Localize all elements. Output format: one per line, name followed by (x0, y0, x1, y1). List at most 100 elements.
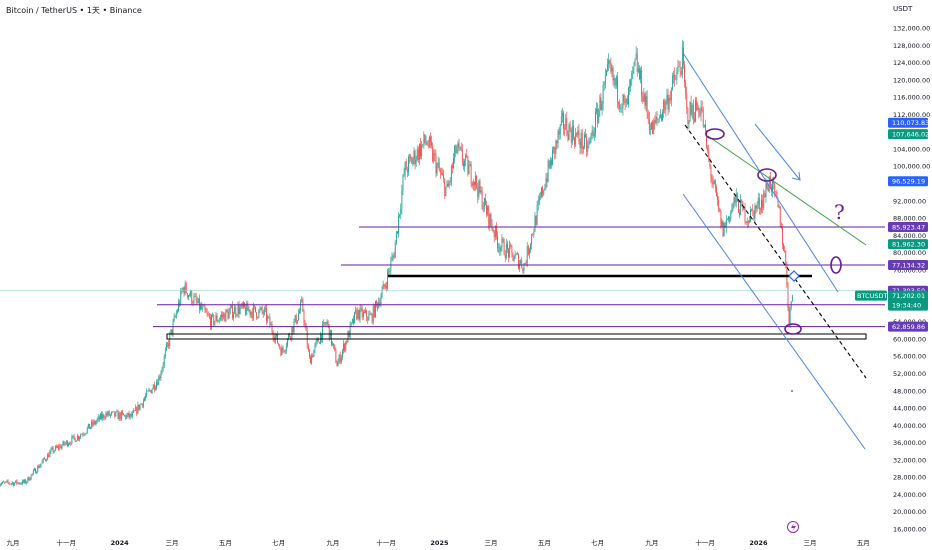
price-tick-label: 80,000.00 (893, 249, 926, 257)
candle-body (442, 173, 443, 175)
candle-body (26, 481, 28, 484)
candle-body (555, 140, 557, 155)
candle-body (292, 326, 294, 333)
candle-body (24, 479, 25, 483)
candle-body (316, 338, 318, 341)
candle-body (376, 301, 377, 304)
candle-body (519, 263, 520, 269)
candle-body (74, 437, 76, 442)
candle-body (516, 253, 518, 255)
candle-body (2, 481, 3, 484)
candle-body (176, 310, 178, 313)
candle-body (607, 64, 608, 71)
candle-body (226, 309, 228, 312)
candle-body (696, 100, 698, 111)
candle-body (344, 343, 346, 351)
candle-body (340, 356, 342, 363)
candle-body (642, 97, 644, 102)
candle-body (605, 70, 607, 76)
candle-body (33, 468, 35, 471)
candle-body (443, 174, 445, 179)
candle-body (426, 142, 428, 145)
price-tick-label: 84,000.00 (893, 232, 926, 240)
price-tick-label: 52,000.00 (893, 370, 926, 378)
candle-body (55, 446, 57, 448)
candle-body (622, 95, 624, 109)
candle-body (404, 162, 406, 174)
candle-body (709, 159, 711, 167)
candle-body (402, 175, 404, 191)
candle-body (407, 157, 409, 173)
candle-body (158, 376, 160, 386)
candle-body (301, 299, 303, 303)
candle-body (19, 483, 21, 485)
candle-body (500, 246, 502, 252)
candle-body (30, 474, 32, 480)
candle-body (182, 287, 184, 292)
candle-body (762, 199, 764, 208)
candle-body (129, 413, 131, 418)
candle-body (726, 219, 728, 221)
candle-body (753, 210, 755, 219)
candle-body (685, 82, 687, 94)
candle-body (680, 71, 682, 75)
candle-body (260, 307, 262, 310)
candle-body (468, 166, 470, 175)
candle-body (103, 414, 105, 419)
candle-body (462, 162, 464, 167)
candle-body (635, 53, 637, 59)
candle-body (456, 149, 458, 154)
candle-body (398, 215, 399, 234)
candle-body (4, 482, 6, 483)
candle-body (29, 479, 31, 481)
candle-body (493, 231, 495, 238)
candle-body (679, 66, 681, 72)
price-tick-label: 40,000.00 (893, 422, 926, 430)
candle-body (360, 307, 362, 309)
candle-body (731, 209, 733, 212)
candle-body (388, 271, 390, 272)
candle-body (521, 260, 523, 268)
candle-body (643, 93, 645, 102)
candle-body (291, 326, 293, 339)
candle-body (489, 213, 491, 227)
candle-body (769, 176, 771, 188)
candle-body (693, 118, 695, 122)
symbol-title[interactable]: Bitcoin / TetherUS • 1天 • Binance (6, 6, 142, 15)
highlight-ellipse (784, 323, 802, 335)
candle-body (538, 197, 540, 201)
candle-body (779, 206, 781, 227)
price-axis[interactable]: 132,000.00 128,000.00 124,000.00 120,000.00… (885, 0, 932, 550)
candle-body (170, 329, 172, 334)
time-tick-label: 2024 (111, 539, 130, 547)
time-tick-label: 十一月 (57, 538, 77, 547)
candle-body (735, 193, 737, 203)
candle-body (266, 308, 267, 321)
highlight-ellipse (830, 256, 842, 274)
candle-body (370, 314, 372, 315)
candle-body (657, 118, 659, 120)
candle-body (236, 315, 238, 316)
candle-body (60, 445, 62, 449)
candle-body (723, 222, 725, 237)
candle-body (307, 346, 309, 351)
candle-body (791, 295, 793, 302)
candle-body (559, 124, 561, 135)
candle-body (321, 334, 322, 340)
candle-body (503, 240, 505, 256)
candle-body (297, 313, 299, 321)
candle-body (35, 468, 36, 474)
candle-body (533, 231, 535, 235)
candle-body (380, 297, 382, 305)
candle-body (690, 102, 692, 115)
candle-body (732, 203, 734, 210)
candle-body (719, 208, 721, 211)
candle-body (754, 205, 756, 219)
candle-body (498, 247, 500, 248)
candle-body (663, 100, 665, 113)
time-axis[interactable]: 九月 十一月 2024 三月 五月 七月 九月 十一月 2025 三月 五月 七月 九月 十一月 2026 三… (7, 538, 870, 547)
highlight-ellipse (757, 168, 777, 182)
candle-body (218, 319, 220, 321)
candle-body (634, 58, 636, 66)
